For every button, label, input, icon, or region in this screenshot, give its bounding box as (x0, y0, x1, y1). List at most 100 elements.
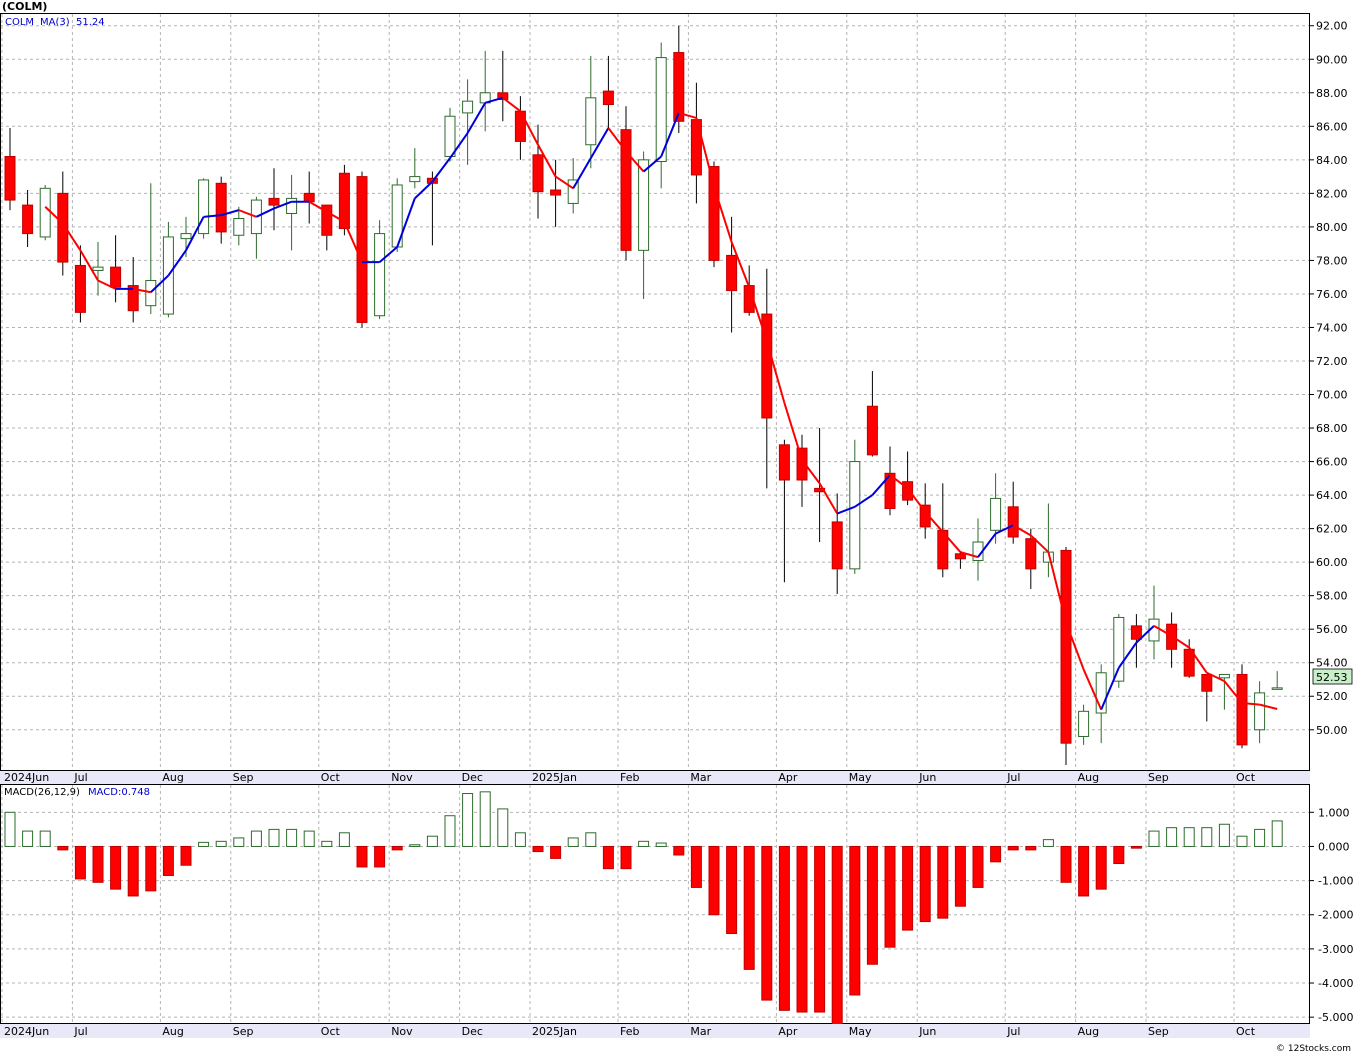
ma3-segment (572, 157, 592, 189)
ma3-segment (836, 505, 856, 515)
candle-body (567, 179, 579, 204)
ma3-segment (995, 524, 1014, 535)
macd-panel-frame (0, 784, 1310, 1024)
credit-text: © 12Stocks.com (1276, 1044, 1351, 1054)
ma3-segment (713, 186, 733, 243)
candle (1113, 614, 1125, 688)
macd-legend-name: MACD(26,12,9) (4, 787, 80, 798)
last-price-badge-box (1312, 668, 1353, 685)
candle (1236, 664, 1248, 749)
ma3-segment (44, 206, 64, 225)
ma3-segment (167, 249, 187, 277)
candle-body (884, 472, 896, 510)
ma3-segment (396, 198, 416, 248)
candle (972, 518, 984, 581)
ma3-segment (79, 249, 99, 282)
macd-bar (954, 845, 966, 907)
ma3-segment (414, 180, 434, 200)
macd-bar (1236, 835, 1248, 847)
macd-bar (497, 808, 509, 847)
ma3-segment (730, 241, 751, 288)
candle (462, 79, 474, 165)
price-x-axis: 2024Jun Jul Aug Sep Oct Nov Dec 2025Jan Feb Mar Ap… (0, 771, 1310, 784)
ma3-segment (1171, 635, 1190, 649)
macd-bar (321, 840, 333, 847)
candle-body (1025, 538, 1037, 570)
candle (1254, 681, 1266, 744)
candle (602, 55, 614, 130)
candle-body (638, 159, 650, 251)
candle (726, 216, 738, 333)
macd-x-tick-label: Aug (1078, 1025, 1099, 1038)
macd-bar (409, 844, 421, 847)
macd-bar (849, 845, 861, 996)
macd-bar (1218, 823, 1230, 847)
candle (22, 190, 34, 248)
macd-bar (1113, 845, 1125, 865)
macd-bar (1025, 845, 1037, 851)
ma3-line (44, 96, 1278, 711)
candle-body (1271, 687, 1283, 690)
macd-bar (286, 828, 298, 847)
price-x-tick-label: Mar (690, 771, 711, 784)
last-price-label: 52.53 (1316, 671, 1348, 684)
macd-y-tick-label: 1.000 (1318, 806, 1350, 819)
price-y-tick-label: 78.00 (1316, 254, 1348, 267)
macd-x-axis-labels: 2024Jun Jul Aug Sep Oct Nov Dec 2025Jan Feb Mar Ap… (4, 1025, 1256, 1038)
macd-bar (356, 845, 368, 868)
macd-bar (110, 845, 122, 890)
candle (620, 106, 632, 261)
ma3-segment (1082, 669, 1103, 711)
price-y-tick-label: 88.00 (1316, 87, 1348, 100)
price-x-tick-label: Aug (162, 771, 183, 784)
price-y-tick-label: 56.00 (1316, 623, 1348, 636)
macd-legend-value: MACD:0.748 (88, 787, 150, 798)
ma3-segment (484, 96, 504, 104)
candle-body (1078, 710, 1090, 737)
macd-bar (761, 845, 773, 1001)
macd-bar (638, 840, 650, 847)
ma3-segment (1047, 551, 1067, 623)
ma3-segment (537, 144, 557, 178)
macd-bar (426, 835, 438, 847)
candle-body (778, 444, 790, 481)
candle (303, 171, 315, 224)
candle-body (409, 176, 421, 183)
ma3-segment (1153, 624, 1173, 637)
macd-x-tick-label: Jul (1006, 1025, 1020, 1038)
candle-body (127, 285, 139, 312)
candle-body (198, 179, 210, 235)
candle-body (1201, 673, 1213, 692)
macd-grid (0, 785, 1310, 1024)
ma3-segment (589, 127, 610, 159)
macd-bar (127, 845, 139, 897)
candle (74, 245, 86, 323)
macd-bar (1166, 827, 1178, 847)
candle-body (497, 92, 509, 100)
macd-y-axis: 1.000 0.000 -1.000 -2.000 -3.000 -4.000 -5.000 (1310, 806, 1353, 1024)
macd-bar (1078, 845, 1090, 897)
candle (497, 50, 509, 122)
candle (338, 164, 350, 236)
macd-bar (655, 842, 667, 847)
macd-bar (92, 845, 104, 883)
candle (4, 127, 16, 211)
candle-body (796, 447, 808, 481)
candlestick-series (4, 25, 1283, 765)
candle (1148, 585, 1160, 660)
ma3-segment (660, 112, 680, 157)
price-y-tick-label: 68.00 (1316, 422, 1348, 435)
price-y-tick-label: 74.00 (1316, 321, 1348, 334)
ma3-segment (185, 216, 205, 251)
macd-bar (338, 832, 350, 847)
candle-body (655, 57, 667, 163)
candle-body (39, 187, 51, 238)
candle (479, 50, 491, 132)
candle-body (4, 155, 16, 201)
macd-x-tick-label: Mar (690, 1025, 711, 1038)
macd-bar (268, 828, 280, 847)
macd-bar (145, 845, 157, 892)
macd-bar (39, 830, 51, 847)
candle-body (1236, 673, 1248, 746)
